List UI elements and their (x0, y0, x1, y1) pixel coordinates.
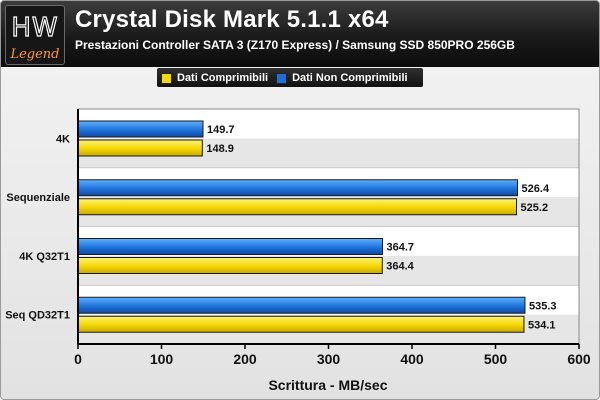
legend-swatch-blue (276, 72, 288, 84)
x-tick-label: 200 (233, 351, 257, 367)
x-axis-title: Scrittura - MB/sec (268, 377, 387, 393)
chart-header: HW Legend Crystal Disk Mark 5.1.1 x64 Pr… (1, 1, 599, 67)
bar-value-label: 149.7 (207, 124, 235, 136)
bar-value-label: 526.4 (522, 183, 550, 195)
svg-text:Legend: Legend (9, 47, 59, 62)
bar (77, 179, 519, 197)
x-tick-label: 600 (567, 351, 591, 367)
bar (77, 198, 518, 216)
bars: 149.7 148.9 526.4 525.2 364.7 364.4 535.3 534.1 (77, 120, 557, 333)
axes: 4K Sequenziale 4K Q32T1 Seq QD32T1 0 100 200 30… (5, 108, 591, 367)
bar (77, 238, 384, 255)
x-tick-label: 500 (484, 351, 508, 367)
category-label: Seq QD32T1 (5, 310, 70, 322)
legend-label-comprimibili: Dati Comprimibili (177, 72, 269, 84)
legend-background (157, 68, 423, 87)
bar-value-label: 535.3 (529, 300, 557, 312)
bar-value-label: 364.7 (387, 242, 415, 254)
legend: Dati Comprimibili Dati Non Comprimibili (161, 69, 408, 87)
svg-text:HW: HW (11, 13, 58, 43)
legend-label-non-comprimibili: Dati Non Comprimibili (292, 72, 408, 84)
x-tick-label: 400 (400, 351, 424, 367)
hwlegend-logo: HW Legend (5, 5, 65, 65)
category-label: 4K Q32T1 (19, 251, 70, 263)
bar-value-label: 364.4 (386, 261, 414, 273)
bar (77, 257, 383, 274)
x-tick-label: 100 (150, 351, 174, 367)
category-label: 4K (56, 133, 70, 145)
bar (77, 296, 526, 314)
bar (77, 139, 203, 157)
bar-value-label: 525.2 (521, 202, 549, 214)
legend-item-comprimibili: Dati Comprimibili (161, 72, 268, 84)
bar-value-label: 534.1 (528, 319, 556, 331)
bar (77, 315, 525, 333)
category-label: Sequenziale (6, 192, 70, 204)
bar (77, 120, 204, 138)
logo-graphic: HW Legend (9, 12, 59, 62)
bar-value-label: 148.9 (206, 143, 234, 155)
x-tick-label: 0 (74, 351, 82, 367)
chart-subtitle: Prestazioni Controller SATA 3 (Z170 Expr… (75, 38, 515, 52)
legend-item-non-comprimibili: Dati Non Comprimibili (276, 72, 408, 84)
x-tick-label: 300 (317, 351, 341, 367)
chart-title: Crystal Disk Mark 5.1.1 x64 (75, 6, 389, 33)
legend-swatch-yellow (161, 72, 172, 84)
